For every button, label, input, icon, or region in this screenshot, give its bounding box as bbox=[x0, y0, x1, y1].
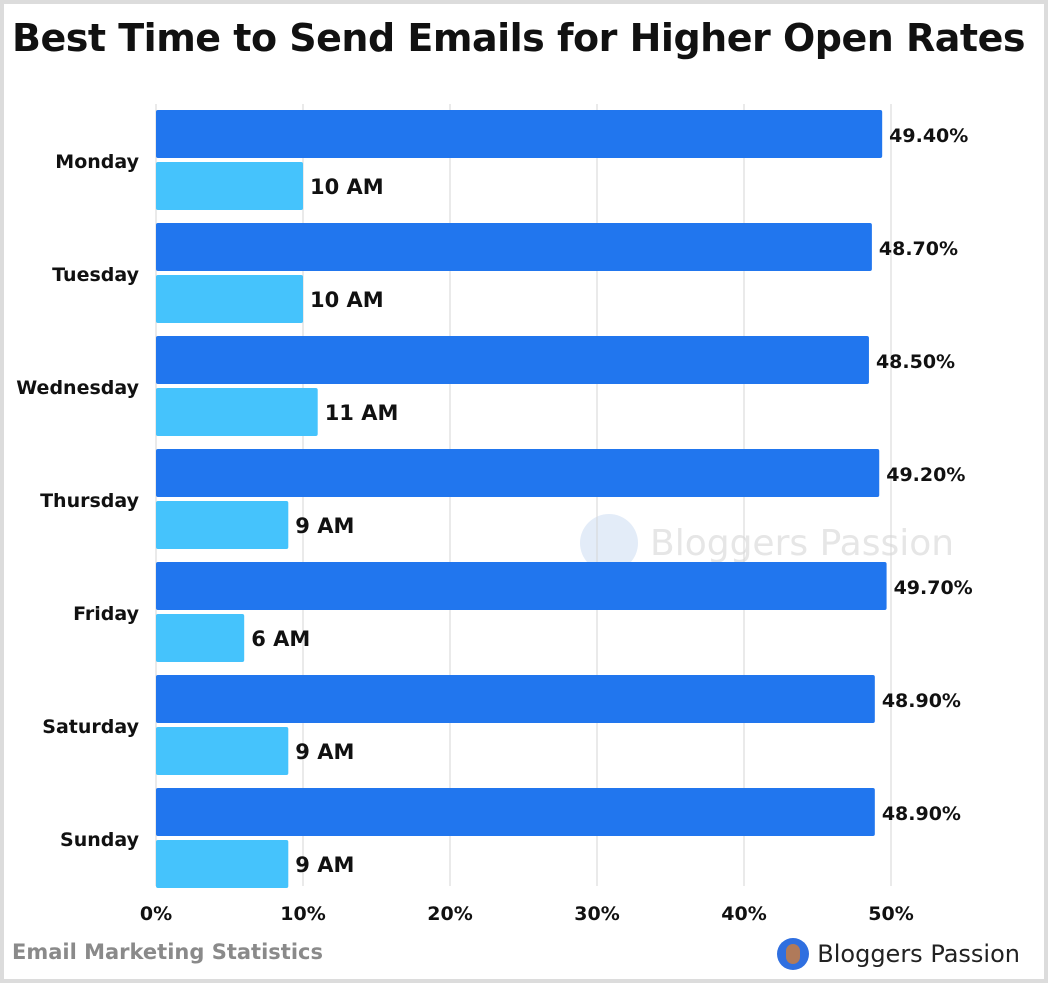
send-time-bar bbox=[156, 501, 289, 549]
open-rate-label: 48.50% bbox=[876, 351, 955, 373]
send-time-label: 9 AM bbox=[295, 514, 354, 538]
y-category-label: Thursday bbox=[40, 490, 140, 512]
open-rate-label: 49.20% bbox=[886, 464, 965, 486]
open-rate-bar bbox=[156, 223, 872, 271]
x-tick-label: 0% bbox=[140, 903, 172, 925]
x-tick-label: 20% bbox=[427, 903, 472, 925]
open-rate-bar bbox=[156, 336, 869, 384]
send-time-bar bbox=[156, 162, 303, 210]
open-rate-label: 48.90% bbox=[882, 690, 961, 712]
send-time-bar bbox=[156, 840, 289, 888]
brand-name: Bloggers Passion bbox=[817, 940, 1020, 968]
y-category-label: Saturday bbox=[42, 716, 139, 738]
send-time-bar bbox=[156, 275, 303, 323]
open-rate-label: 48.70% bbox=[879, 238, 958, 260]
x-tick-label: 40% bbox=[721, 903, 766, 925]
x-tick-label: 10% bbox=[280, 903, 325, 925]
send-time-label: 9 AM bbox=[295, 853, 354, 877]
open-rate-bar bbox=[156, 675, 875, 723]
send-time-bar bbox=[156, 614, 245, 662]
send-time-label: 9 AM bbox=[295, 740, 354, 764]
send-time-label: 6 AM bbox=[251, 627, 310, 651]
open-rate-label: 49.40% bbox=[889, 125, 968, 147]
brand-avatar-icon bbox=[777, 938, 810, 970]
y-category-label: Tuesday bbox=[52, 264, 139, 286]
y-category-label: Wednesday bbox=[16, 377, 139, 399]
y-category-label: Monday bbox=[55, 151, 139, 173]
send-time-label: 10 AM bbox=[310, 175, 384, 199]
x-tick-label: 30% bbox=[574, 903, 619, 925]
send-time-bar bbox=[156, 388, 318, 436]
open-rate-bar bbox=[156, 562, 887, 610]
y-category-label: Sunday bbox=[60, 829, 140, 851]
send-time-label: 10 AM bbox=[310, 288, 384, 312]
send-time-label: 11 AM bbox=[325, 401, 399, 425]
y-category-label: Friday bbox=[73, 603, 139, 625]
x-tick-label: 50% bbox=[868, 903, 913, 925]
watermark: Bloggers Passion bbox=[580, 514, 954, 572]
footer-source: Email Marketing Statistics bbox=[12, 940, 323, 964]
watermark-text: Bloggers Passion bbox=[650, 522, 955, 564]
open-rate-label: 49.70% bbox=[894, 577, 973, 599]
open-rate-label: 48.90% bbox=[882, 803, 961, 825]
chart-title: Best Time to Send Emails for Higher Open… bbox=[12, 16, 1025, 60]
open-rate-bar bbox=[156, 110, 883, 158]
footer-brand: Bloggers Passion bbox=[777, 938, 1020, 970]
open-rate-bar bbox=[156, 788, 875, 836]
open-rate-bar bbox=[156, 449, 880, 497]
bar-chart: 0% 10% 20% 30% 40% 50% Monday 49.40% 10 AM Tuesda… bbox=[16, 104, 973, 925]
send-time-bar bbox=[156, 727, 289, 775]
